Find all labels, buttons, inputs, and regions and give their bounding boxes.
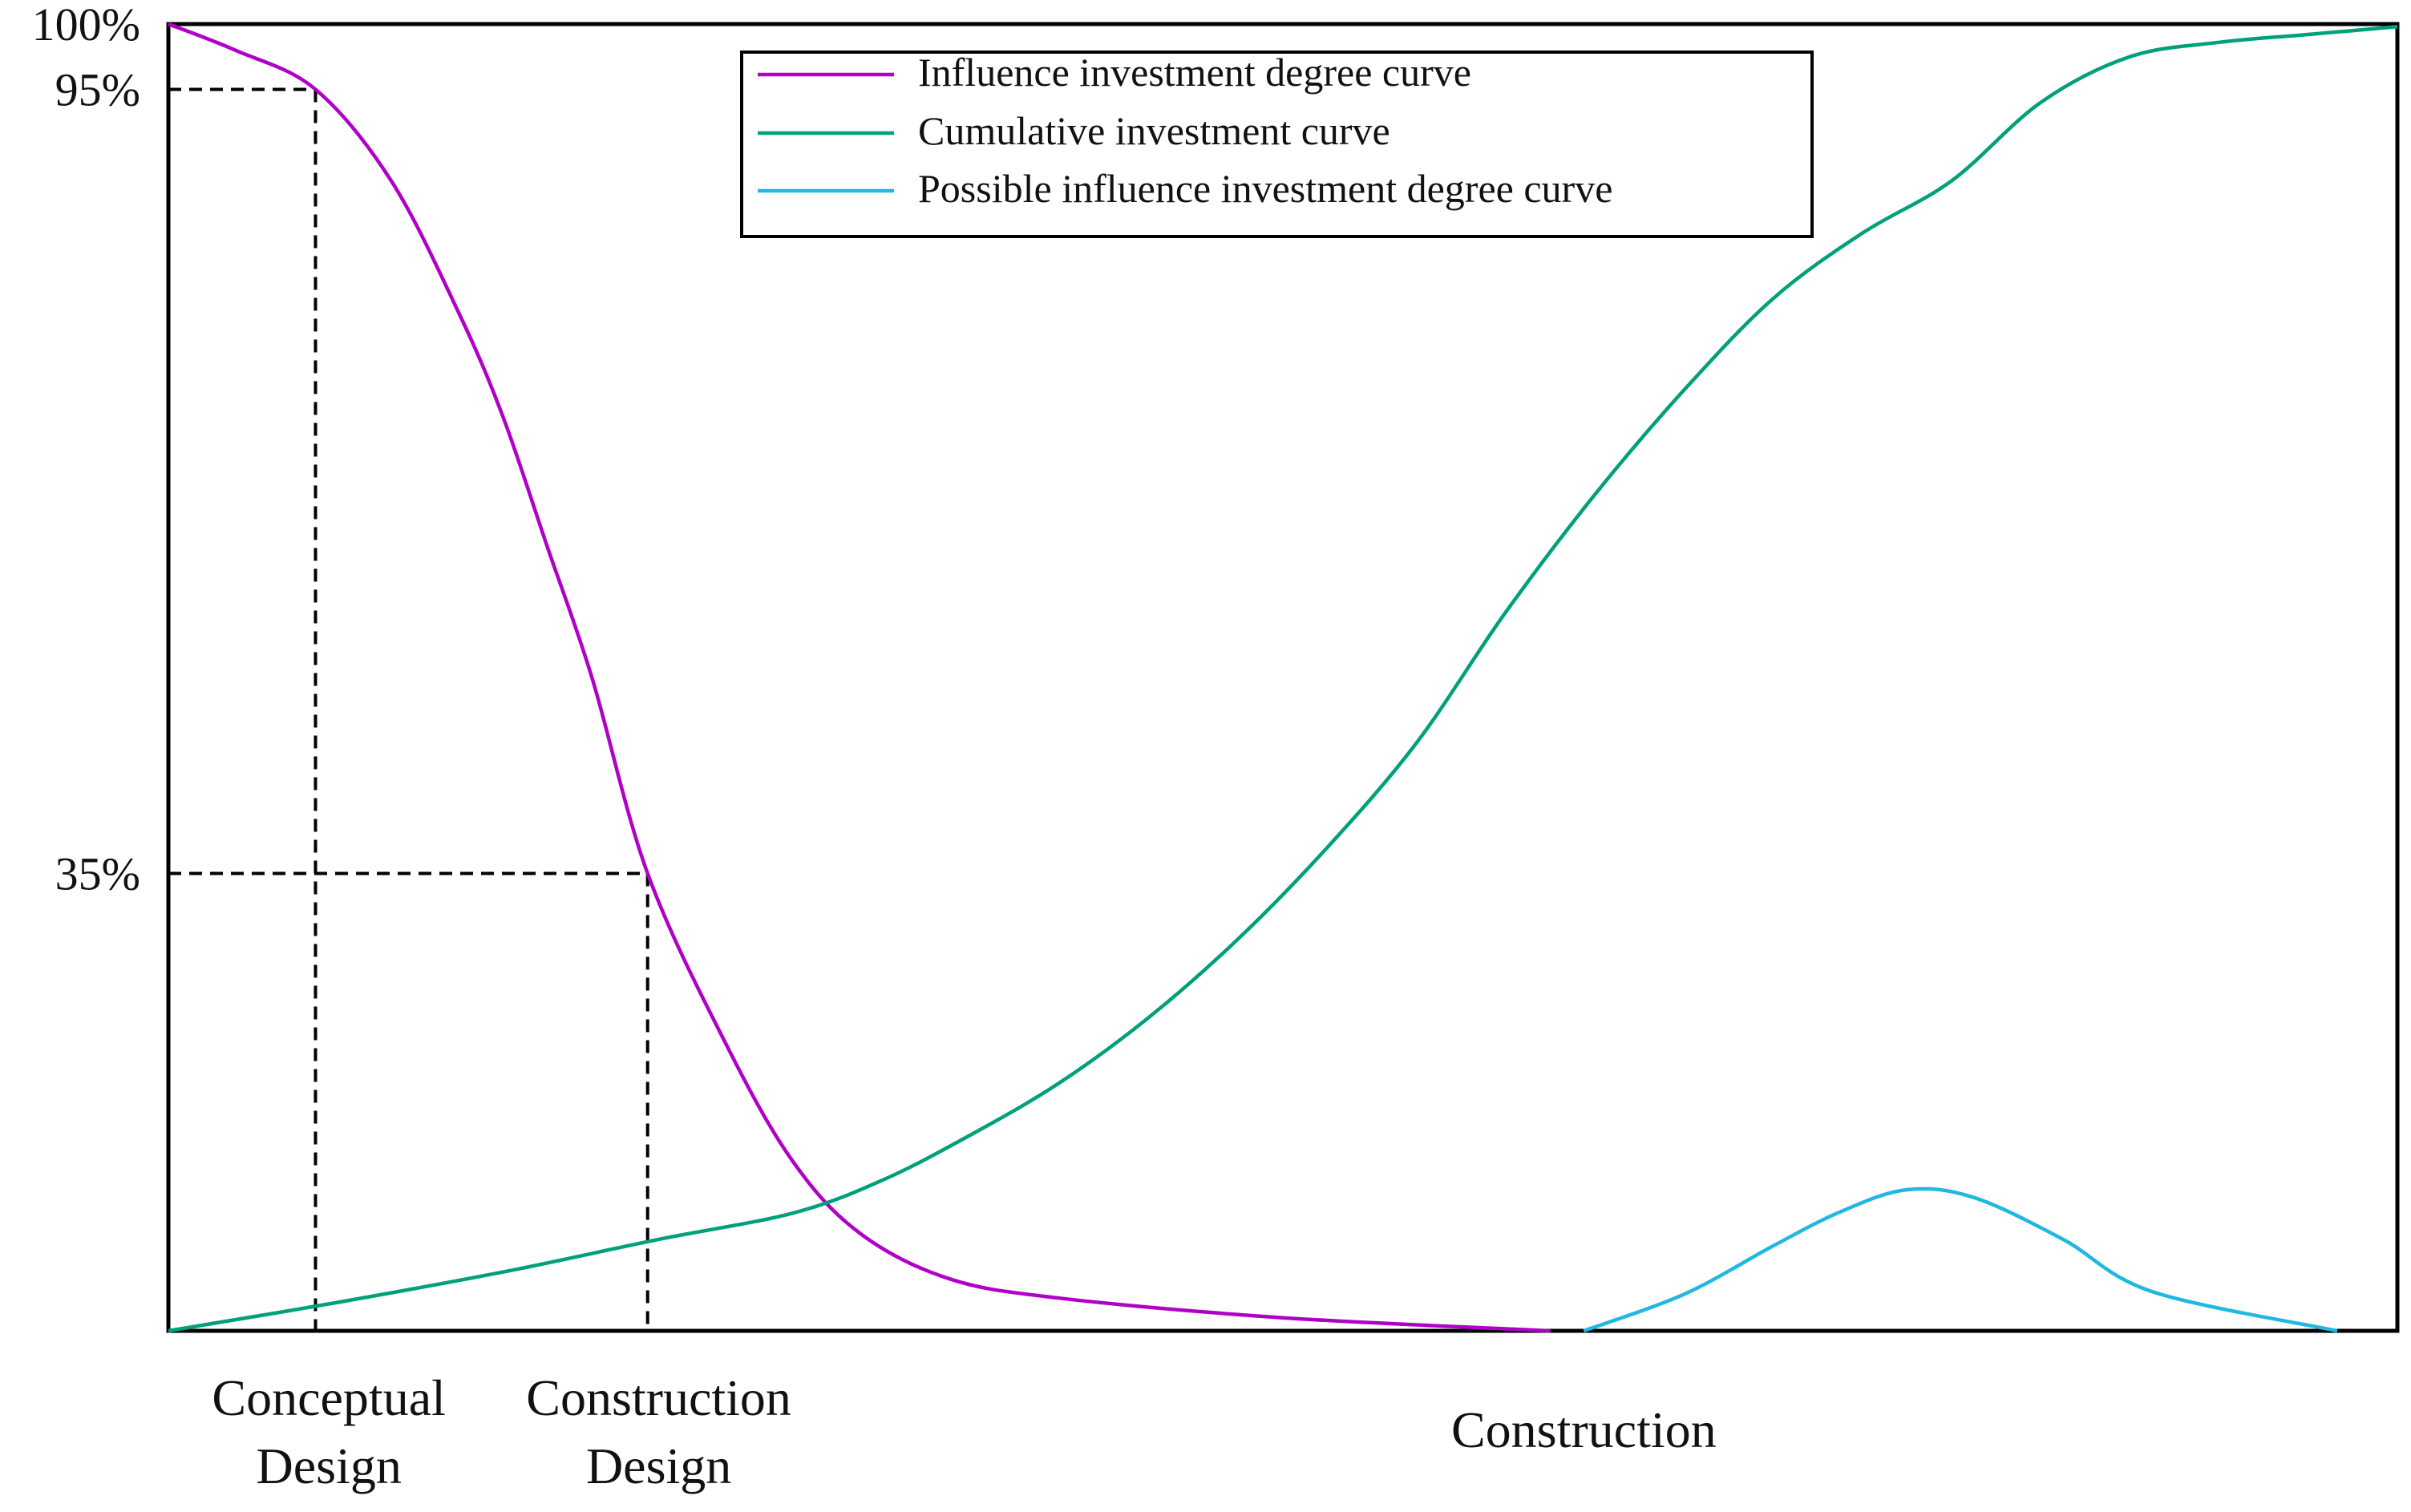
x-axis-phase-labels: Conceptual Design Construction Design Constr… [212,1369,1716,1494]
legend-label-2: Cumulative investment curve [918,108,1390,153]
series-line-3 [1583,1187,2338,1333]
plot-frame [166,22,2400,1333]
series-lines [168,22,2398,1333]
reference-lines [168,87,649,1331]
y-tick-label: 35% [55,848,140,900]
x-phase-label: Design [586,1437,731,1494]
x-phase-label: Design [257,1437,402,1494]
series-line-1 [168,22,1551,1333]
legend-box [740,51,1814,238]
y-tick-label: 100% [32,0,140,51]
y-axis-ticks: 100% 95% 35% [32,0,140,900]
y-tick-label: 95% [55,64,140,116]
legend-label-3: Possible influence investment degree cur… [918,166,1612,211]
legend-label-1: Influence investment degree curve [918,50,1471,95]
legend: Influence investment degree curve Cumulat… [740,50,1814,238]
x-phase-label: Conceptual [212,1369,445,1426]
series-line-2 [168,25,2398,1333]
x-phase-label: Construction [526,1369,791,1426]
x-phase-label: Construction [1451,1401,1717,1458]
